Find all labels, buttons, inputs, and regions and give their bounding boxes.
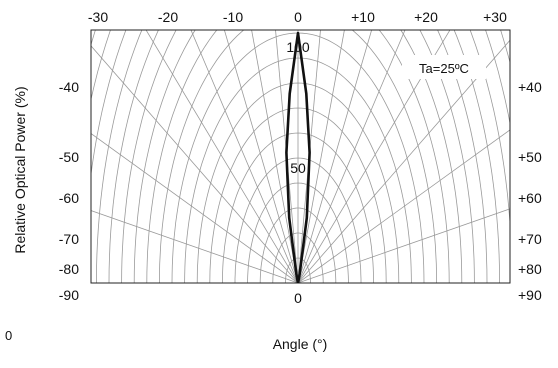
stray-tick-label: 0 [5,328,12,343]
left-tick-label: -40 [59,79,79,95]
grid-spoke [190,30,299,283]
top-tick-label: +10 [351,9,375,25]
grid-spoke [251,30,299,283]
grid-spoke [91,210,299,283]
left-tick-label: -70 [59,231,79,247]
top-tick-label: -10 [223,9,243,25]
grid-spoke [297,30,373,283]
emission-pattern [285,31,311,284]
grid-spoke [297,39,510,283]
right-tick-label: +60 [518,190,542,206]
radial-label: 100 [286,39,310,55]
left-tick-label: -90 [59,287,79,303]
grid-spoke [145,30,299,283]
temperature-annotation: Ta=25ºC [419,61,469,76]
grid-spoke [297,30,406,283]
right-tick-label: +90 [518,287,542,303]
x-axis-label: Angle (°) [273,336,328,352]
axis-labels: -30 -20 -10 0 +10 +20 +30 -40 -50 -60 -70 -80 -90 +40… [5,9,542,352]
plot-frame [90,29,511,284]
grid-spoke [297,30,451,283]
grid-spoke [275,30,299,283]
grid-spoke [297,30,345,283]
grid-spoke [297,30,321,283]
grid-spoke [91,45,299,283]
left-tick-label: -50 [59,149,79,165]
grid-spoke [297,208,510,283]
grid-spoke [223,30,299,283]
top-tick-label: +20 [414,9,438,25]
y-axis-label: Relative Optical Power (%) [12,86,28,253]
top-tick-label: -20 [158,9,178,25]
polar-grid [91,30,510,283]
left-tick-label: -80 [59,261,79,277]
top-tick-label: 0 [294,9,302,25]
right-tick-label: +70 [518,231,542,247]
top-tick-label: +30 [483,9,507,25]
right-tick-label: +40 [518,79,542,95]
annotation-background [402,55,486,79]
left-tick-label: -60 [59,190,79,206]
series-line-0 [285,31,311,284]
radial-label: 50 [290,160,306,176]
right-tick-label: +50 [518,149,542,165]
top-tick-label: -30 [88,9,108,25]
grid-spoke [91,133,299,283]
bottom-tick-label: 0 [294,290,302,306]
grid-spoke [297,129,510,283]
right-tick-label: +80 [518,261,542,277]
